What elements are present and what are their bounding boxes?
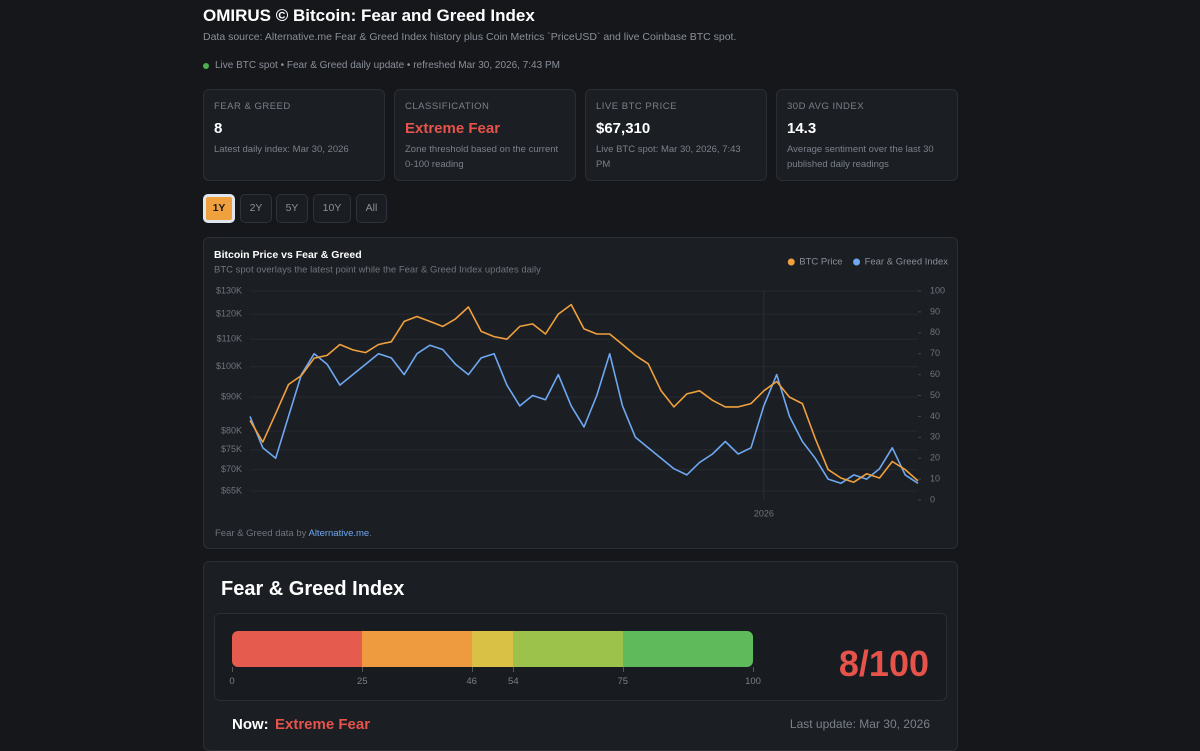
card-value: $67,310 bbox=[596, 120, 651, 137]
credit: Fear & Greed data by Alternative.me. bbox=[215, 528, 372, 539]
y2-tick-label: 90 bbox=[930, 306, 940, 316]
series-line bbox=[249, 344, 919, 485]
y2-tick-label: 100 bbox=[930, 285, 945, 295]
gauge-tick-label: 54 bbox=[508, 676, 519, 687]
legend-label: BTC Price bbox=[799, 257, 842, 268]
gauge-tick bbox=[471, 667, 473, 672]
gauge-tick-label: 75 bbox=[617, 676, 629, 687]
y2-tick-label: 80 bbox=[930, 327, 940, 337]
gauge-box: 0 25 46 54 75 100 8/100 bbox=[214, 613, 947, 701]
gauge-tick bbox=[232, 667, 233, 672]
stat-card: 30D AVG INDEX 14.3 Average sentiment over … bbox=[776, 89, 958, 181]
range-button[interactable]: 2Y bbox=[240, 194, 272, 223]
y2-tick-label: 40 bbox=[930, 411, 940, 421]
gauge-title: Fear & Greed Index bbox=[221, 578, 405, 600]
chart-panel: Bitcoin Price vs Fear & Greed BTC spot ov… bbox=[203, 237, 958, 549]
range-button[interactable]: 10Y bbox=[313, 194, 351, 223]
gauge-tick-label: 46 bbox=[466, 676, 477, 687]
y2-tick-label: 10 bbox=[930, 473, 940, 483]
x-tick-label: 2026 bbox=[754, 508, 774, 518]
gauge-segment bbox=[471, 631, 514, 667]
gauge-tick-label: 100 bbox=[745, 676, 761, 687]
gauge-tick-label: 25 bbox=[356, 676, 368, 687]
status-text: Live BTC spot • Fear & Greed daily updat… bbox=[215, 60, 560, 71]
y-tick-label: $130K bbox=[216, 285, 242, 295]
y-tick-label: $75K bbox=[221, 444, 242, 454]
y-tick-label: $70K bbox=[221, 464, 242, 474]
credit-link[interactable]: Alternative.me bbox=[308, 528, 370, 539]
credit-text: . bbox=[369, 528, 372, 539]
y2-tick-label: 30 bbox=[930, 432, 940, 442]
gauge-tick bbox=[362, 667, 364, 672]
stat-card: FEAR & GREED 8 Latest daily index: Mar 30,… bbox=[203, 89, 385, 181]
gauge-segment bbox=[513, 631, 623, 667]
range-button[interactable]: All bbox=[356, 194, 387, 223]
y-tick-label: $100K bbox=[216, 361, 242, 371]
page-title: OMIRUS © Bitcoin: Fear and Greed Index bbox=[203, 6, 535, 25]
gauge-segment bbox=[362, 631, 472, 667]
last-update: Last update: Mar 30, 2026 bbox=[789, 717, 930, 731]
card-note: Live BTC spot: Mar 30, 2026, 7:43 PM bbox=[596, 144, 741, 170]
y2-tick-label: 70 bbox=[930, 348, 940, 358]
now-value: Extreme Fear bbox=[275, 716, 371, 733]
stat-card: LIVE BTC PRICE $67,310 Live BTC spot: Mar … bbox=[585, 89, 767, 181]
card-label: 30D AVG INDEX bbox=[787, 101, 865, 112]
gauge-tick bbox=[753, 667, 754, 672]
legend-label: Fear & Greed Index bbox=[865, 257, 949, 268]
chart-title: Bitcoin Price vs Fear & Greed bbox=[214, 249, 362, 261]
card-note: Zone threshold based on the current 0-10… bbox=[405, 144, 559, 170]
chart: Bitcoin Price vs Fear & Greed BTC spot ov… bbox=[214, 249, 949, 519]
y2-tick-label: 60 bbox=[930, 369, 940, 379]
gauge-tick bbox=[622, 667, 624, 672]
range-button[interactable]: 5Y bbox=[276, 194, 308, 223]
card-note: Latest daily index: Mar 30, 2026 bbox=[214, 144, 349, 155]
card-label: LIVE BTC PRICE bbox=[596, 101, 677, 112]
gauge-panel: Fear & Greed Index 0 25 46 54 75 100 8/100 Now: E… bbox=[203, 561, 958, 751]
card-note: Average sentiment over the last 30 publi… bbox=[787, 144, 934, 170]
gauge-tick-label: 0 bbox=[229, 676, 235, 687]
card-value: Extreme Fear bbox=[405, 120, 501, 137]
card-value: 8 bbox=[214, 120, 223, 137]
credit-text: Fear & Greed data by bbox=[215, 528, 309, 539]
gauge-segment bbox=[232, 631, 363, 667]
y-tick-label: $120K bbox=[216, 308, 242, 318]
y-tick-label: $110K bbox=[217, 334, 242, 344]
y2-tick-label: 20 bbox=[930, 453, 940, 463]
now-label: Now: bbox=[232, 716, 269, 733]
gauge-reading: 8/100 bbox=[838, 643, 929, 684]
page-subtitle: Data source: Alternative.me Fear & Greed… bbox=[203, 31, 737, 43]
legend-swatch bbox=[787, 258, 795, 266]
y2-tick-label: 0 bbox=[930, 494, 935, 504]
legend-swatch bbox=[853, 258, 861, 266]
card-value: 14.3 bbox=[787, 120, 817, 137]
chart-subtitle: BTC spot overlays the latest point while… bbox=[214, 265, 541, 276]
gauge-bar bbox=[232, 631, 753, 667]
status-dot bbox=[203, 63, 209, 69]
gauge-tick bbox=[513, 667, 515, 672]
series-line bbox=[249, 303, 919, 483]
range-button[interactable]: 1Y bbox=[203, 194, 235, 223]
page: {"header":{"title":"OMIRUS © Bitcoin: Fe… bbox=[203, 6, 958, 751]
y-tick-label: $90K bbox=[221, 391, 242, 401]
gauge-segment bbox=[622, 631, 753, 667]
stat-card: CLASSIFICATION Extreme Fear Zone threshold… bbox=[394, 89, 576, 181]
y2-tick-label: 50 bbox=[930, 390, 940, 400]
y-tick-label: $65K bbox=[221, 485, 242, 495]
card-label: CLASSIFICATION bbox=[405, 101, 490, 112]
y-tick-label: $80K bbox=[221, 425, 242, 435]
card-label: FEAR & GREED bbox=[214, 101, 291, 112]
